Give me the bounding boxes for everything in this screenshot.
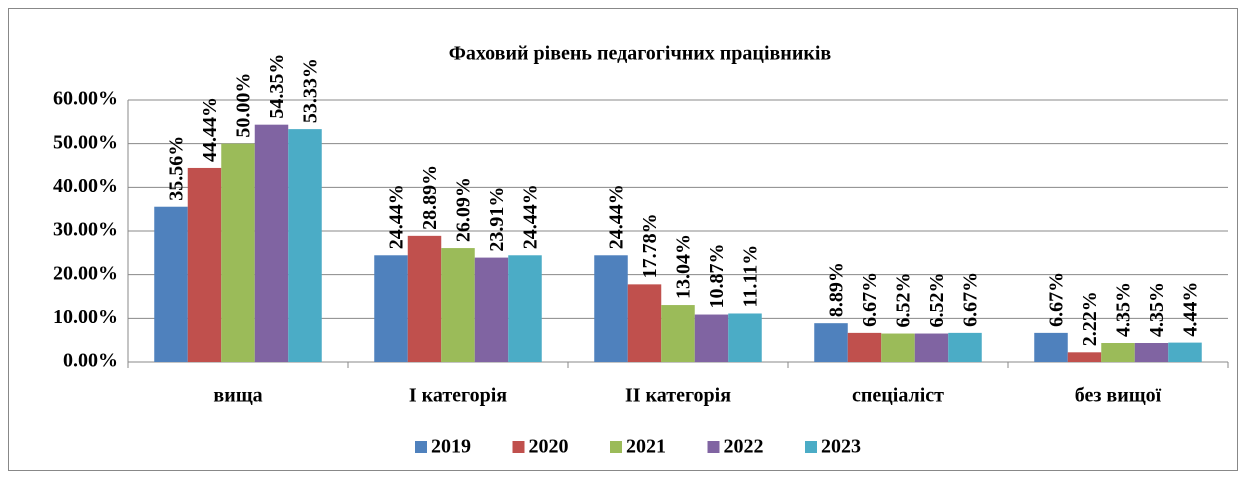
bar bbox=[594, 255, 628, 362]
data-label: 6.67% bbox=[859, 272, 881, 327]
legend-swatch bbox=[512, 441, 525, 453]
data-label: 53.33% bbox=[300, 58, 322, 123]
y-tick-label: 10.00% bbox=[53, 306, 118, 328]
x-tick-label: I категорія bbox=[409, 385, 507, 407]
bar bbox=[474, 257, 509, 362]
x-tick-label: вища bbox=[213, 385, 262, 407]
legend-label: 2023 bbox=[821, 436, 861, 458]
data-label: 24.44% bbox=[386, 184, 408, 249]
bar bbox=[847, 332, 882, 362]
bar bbox=[1034, 332, 1068, 362]
bar bbox=[254, 124, 289, 363]
data-label: 6.67% bbox=[960, 272, 982, 327]
legend-swatch bbox=[415, 441, 427, 453]
data-label: 17.78% bbox=[639, 213, 661, 278]
data-label: 26.09% bbox=[453, 177, 475, 242]
y-tick-label: 0.00% bbox=[63, 350, 118, 372]
bar bbox=[881, 333, 915, 362]
bar bbox=[694, 314, 729, 362]
data-label: 24.44% bbox=[606, 184, 628, 249]
legend-label: 2019 bbox=[431, 436, 471, 458]
bar bbox=[407, 235, 442, 362]
bar bbox=[661, 305, 695, 362]
bar bbox=[508, 255, 542, 362]
data-label: 35.56% bbox=[166, 136, 188, 201]
bar bbox=[1067, 352, 1102, 362]
y-tick-label: 30.00% bbox=[53, 219, 118, 241]
bar bbox=[288, 129, 322, 362]
bar bbox=[187, 167, 222, 362]
data-label: 23.91% bbox=[486, 187, 508, 252]
y-tick-label: 40.00% bbox=[53, 175, 118, 197]
data-label: 50.00% bbox=[233, 73, 255, 138]
legend-label: 2021 bbox=[626, 436, 666, 458]
data-label: 6.52% bbox=[926, 273, 948, 328]
data-label: 2.22% bbox=[1079, 291, 1101, 346]
legend-swatch bbox=[610, 441, 622, 453]
legend-swatch bbox=[707, 441, 720, 453]
data-label: 6.67% bbox=[1046, 272, 1068, 327]
bar bbox=[948, 332, 982, 362]
bar bbox=[221, 143, 255, 362]
y-tick-label: 60.00% bbox=[53, 88, 118, 110]
data-label: 6.52% bbox=[893, 273, 915, 328]
data-label: 44.44% bbox=[199, 97, 221, 162]
data-label: 10.87% bbox=[706, 244, 728, 309]
data-label: 4.35% bbox=[1113, 282, 1135, 337]
chart-border bbox=[8, 8, 1238, 471]
bar bbox=[627, 284, 662, 362]
legend-label: 2022 bbox=[724, 436, 764, 458]
bar bbox=[914, 333, 949, 362]
x-tick-label: II категорія bbox=[625, 385, 731, 407]
chart-title: Фаховий рівень педагогічних працівників bbox=[449, 43, 832, 65]
legend-label: 2020 bbox=[529, 436, 569, 458]
data-label: 4.35% bbox=[1146, 282, 1168, 337]
bar bbox=[814, 323, 848, 362]
y-tick-label: 50.00% bbox=[53, 131, 118, 153]
data-label: 11.11% bbox=[740, 245, 762, 308]
bar bbox=[441, 248, 475, 362]
bar bbox=[728, 313, 762, 362]
data-label: 24.44% bbox=[520, 184, 542, 249]
bar bbox=[1101, 343, 1135, 362]
data-label: 28.89% bbox=[419, 165, 441, 230]
data-label: 4.44% bbox=[1180, 282, 1202, 337]
data-label: 8.89% bbox=[826, 262, 848, 317]
y-tick-label: 20.00% bbox=[53, 262, 118, 284]
x-tick-label: спеціаліст bbox=[852, 385, 944, 407]
x-tick-label: без вищої bbox=[1075, 385, 1162, 407]
data-label: 13.04% bbox=[673, 234, 695, 299]
bar bbox=[374, 255, 408, 362]
legend-swatch bbox=[805, 441, 817, 453]
bar bbox=[154, 206, 188, 362]
bar bbox=[1168, 342, 1202, 362]
bar bbox=[1134, 343, 1169, 362]
data-label: 54.35% bbox=[266, 54, 288, 119]
